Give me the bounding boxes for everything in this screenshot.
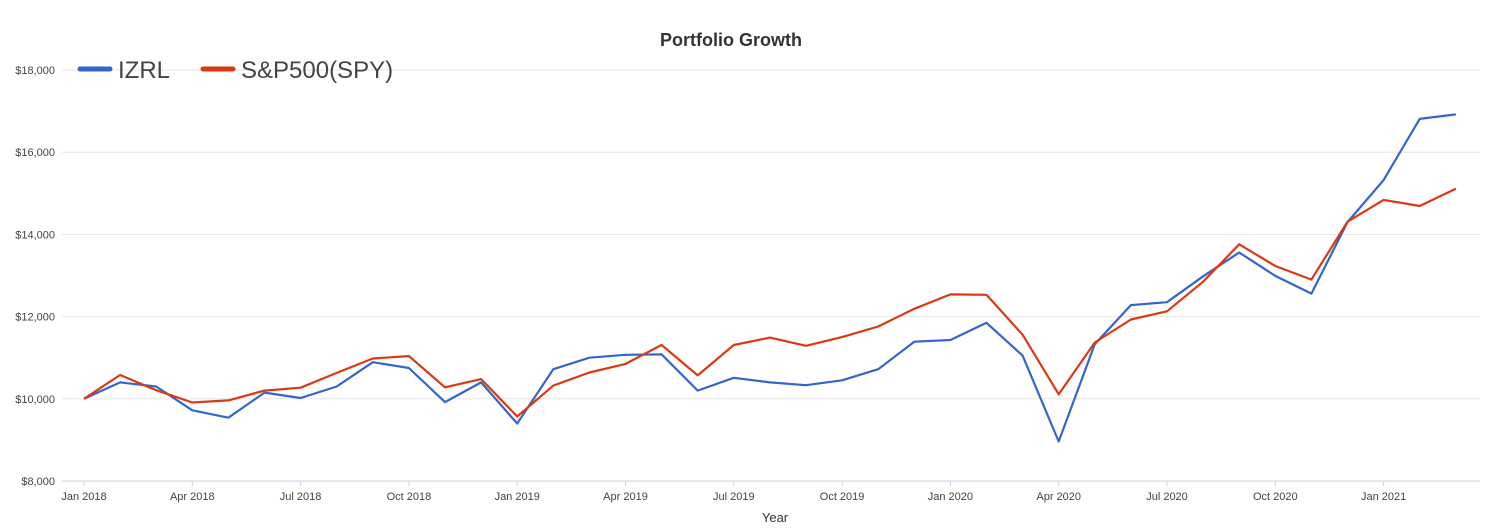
x-tick-label: Apr 2018 [170,491,215,503]
axes: $8,000 $10,000 $12,000 $14,000 $16,000 $18,00… [15,65,1480,503]
y-tick-label: $8,000 [21,476,55,488]
x-tick-label: Jul 2020 [1146,491,1188,503]
x-tick-label: Oct 2018 [387,491,432,503]
gridlines [62,69,1480,400]
series-line-izrl [83,113,1456,443]
x-tick-label: Jul 2019 [713,491,755,503]
legend: IZRL S&P500(SPY) [77,57,393,84]
y-tick-label: $16,000 [15,147,55,159]
series-line-spy [83,187,1457,418]
series-lines [83,113,1457,443]
legend-label: IZRL [118,57,170,84]
y-tick-label: $10,000 [15,394,55,406]
x-tick-label: Apr 2019 [603,491,648,503]
x-tick-label: Jan 2020 [928,491,973,503]
y-tick-label: $14,000 [15,229,55,241]
legend-label: S&P500(SPY) [241,57,393,84]
x-axis-title: Year [762,510,789,525]
x-tick-label: Jan 2019 [495,491,540,503]
y-tick-label: $12,000 [15,312,55,324]
x-tick-label: Oct 2019 [820,491,865,503]
x-tick-label: Apr 2020 [1036,491,1081,503]
x-tick-label: Jan 2018 [61,491,106,503]
x-tick-label: Jan 2021 [1361,491,1406,503]
chart-title: Portfolio Growth [660,30,802,50]
y-tick-label: $18,000 [15,65,55,77]
x-tick-label: Jul 2018 [280,491,322,503]
x-tick-label: Oct 2020 [1253,491,1298,503]
